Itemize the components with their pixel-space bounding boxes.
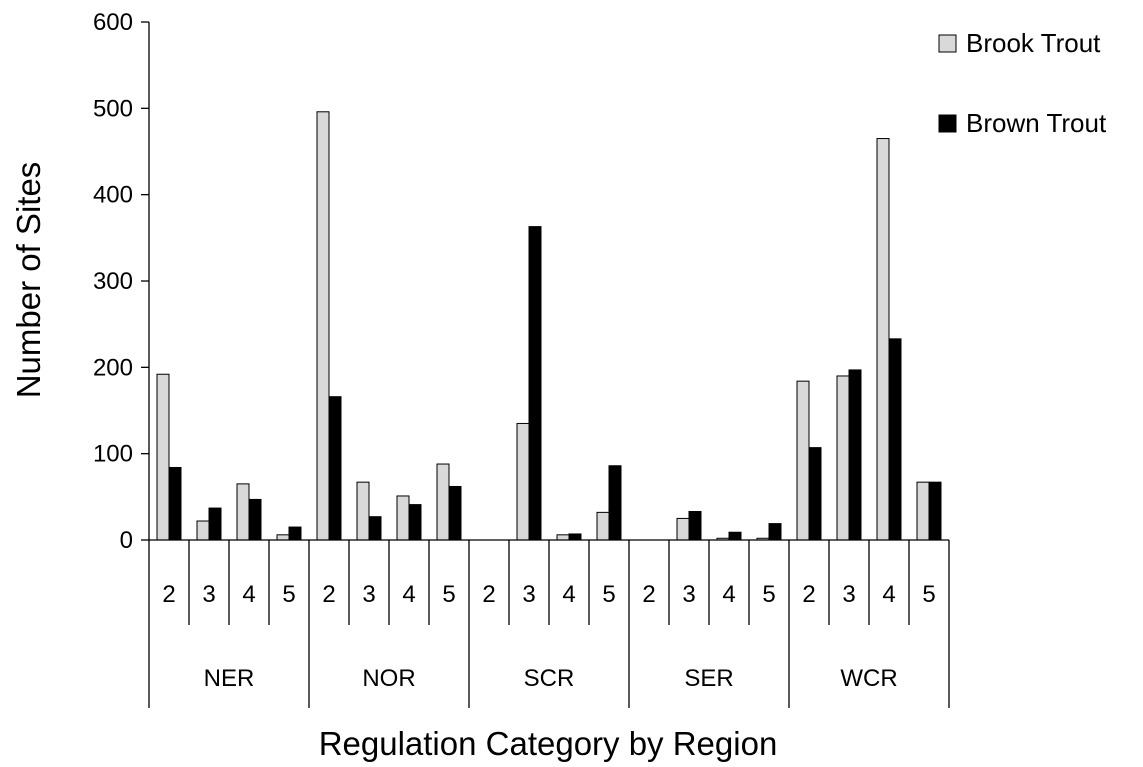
bars xyxy=(156,111,942,541)
brown-trout-bar xyxy=(528,226,542,541)
y-tick-label: 600 xyxy=(93,9,133,36)
brook-trout-bar xyxy=(316,111,330,541)
brook-trout-bar xyxy=(276,534,290,541)
y-tick-label: 200 xyxy=(93,354,133,381)
category-label: 4 xyxy=(882,581,895,608)
brown-trout-bar xyxy=(608,465,622,541)
brook-trout-bar xyxy=(396,495,410,541)
brook-trout-bar xyxy=(156,373,170,541)
category-label: 2 xyxy=(162,581,175,608)
category-label: 5 xyxy=(602,581,615,608)
category-label: 5 xyxy=(442,581,455,608)
legend-label: Brook Trout xyxy=(966,28,1101,58)
brown-trout-bar xyxy=(448,485,462,541)
category-label: 2 xyxy=(642,581,655,608)
category-label: 5 xyxy=(762,581,775,608)
brown-trout-bar xyxy=(328,396,342,541)
region-label: NOR xyxy=(362,665,415,692)
brown-trout-bar xyxy=(888,338,902,541)
brook-trout-bar xyxy=(836,375,850,541)
category-label: 2 xyxy=(322,581,335,608)
brown-trout-bar xyxy=(928,481,942,541)
brown-trout-bar xyxy=(168,466,182,541)
legend: Brook Trout Brown Trout xyxy=(938,28,1107,138)
brook-trout-bar xyxy=(436,463,450,541)
y-axis-title: Number of Sites xyxy=(10,162,47,399)
brown-trout-bar xyxy=(208,507,222,541)
brown-trout-bar xyxy=(848,369,862,541)
region-label: SER xyxy=(684,665,733,692)
category-label: 5 xyxy=(922,581,935,608)
brown-trout-bar xyxy=(728,531,742,541)
brown-trout-bar xyxy=(568,533,582,541)
y-tick-label: 500 xyxy=(93,95,133,122)
brook-trout-bar xyxy=(916,481,930,541)
brook-trout-bar xyxy=(556,534,570,541)
brook-trout-bar xyxy=(356,481,370,541)
brown-trout-bar xyxy=(808,447,822,541)
category-label: 3 xyxy=(522,581,535,608)
category-label: 4 xyxy=(242,581,255,608)
category-label: 4 xyxy=(562,581,575,608)
brown-trout-bar xyxy=(288,526,302,541)
brook-trout-bar xyxy=(236,483,250,541)
brown-trout-bar xyxy=(408,504,422,541)
brook-trout-bar xyxy=(516,422,530,541)
legend-swatch xyxy=(938,34,957,53)
category-label: 4 xyxy=(722,581,735,608)
legend-label: Brown Trout xyxy=(966,108,1107,138)
brown-trout-bar xyxy=(768,523,782,541)
category-label: 5 xyxy=(282,581,295,608)
brown-trout-bar xyxy=(248,498,262,541)
region-label: SCR xyxy=(524,665,575,692)
category-label: 2 xyxy=(802,581,815,608)
category-label: 2 xyxy=(482,581,495,608)
category-label: 3 xyxy=(202,581,215,608)
brown-trout-bar xyxy=(688,511,702,541)
category-label: 3 xyxy=(362,581,375,608)
brook-trout-bar xyxy=(876,138,890,541)
brook-trout-bar xyxy=(676,517,690,541)
y-tick-label: 100 xyxy=(93,441,133,468)
y-tick-label: 300 xyxy=(93,268,133,295)
brook-trout-bar xyxy=(796,380,810,541)
region-label: NER xyxy=(204,665,255,692)
y-tick-label: 400 xyxy=(93,182,133,209)
brown-trout-bar xyxy=(368,516,382,541)
category-label: 3 xyxy=(682,581,695,608)
category-label: 4 xyxy=(402,581,415,608)
brook-trout-bar xyxy=(596,511,610,541)
y-axis: 0 100 200 300 400 500 600 xyxy=(93,9,150,554)
category-label: 3 xyxy=(842,581,855,608)
y-tick-label: 0 xyxy=(120,527,133,554)
brook-trout-bar xyxy=(196,520,210,541)
legend-swatch xyxy=(938,114,957,133)
x-axis-title: Regulation Category by Region xyxy=(319,725,778,762)
region-label: WCR xyxy=(840,665,897,692)
